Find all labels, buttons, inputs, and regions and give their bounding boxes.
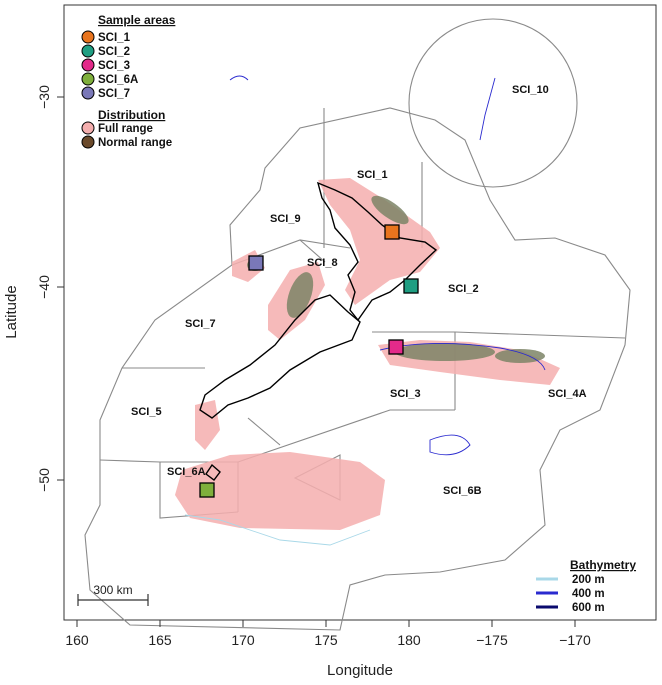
sample-marker-sci-6a <box>199 482 215 498</box>
boundary-sci-10 <box>408 18 578 188</box>
boundary-line <box>299 239 326 263</box>
plot-frame <box>63 4 657 621</box>
legend-item-label: 400 m <box>572 588 605 600</box>
y-tick-label: −50 <box>36 468 52 492</box>
sample-marker-sci-7 <box>248 255 264 271</box>
legend-title: Distribution <box>98 108 165 122</box>
area-label-sci-6b: SCI_6B <box>443 485 482 497</box>
legend-item-label: 600 m <box>572 602 605 614</box>
legend-item-label: Full range <box>98 123 153 135</box>
legend-swatch <box>81 72 95 86</box>
boundary-line <box>247 417 281 446</box>
legend-item-label: SCI_2 <box>98 46 130 58</box>
area-label-sci-1: SCI_1 <box>357 169 388 181</box>
area-labels: SCI_1 SCI_2 SCI_3 SCI_4A SCI_5 SCI_6A SC… <box>131 84 587 497</box>
sample-marker-sci-2 <box>403 278 419 294</box>
x-tick-label: −175 <box>476 632 508 648</box>
x-tick-label: 180 <box>397 632 421 648</box>
scale-bar: 300 km <box>77 583 149 606</box>
x-tick-label: 165 <box>148 632 172 648</box>
y-axis-labels: −30 −40 −50 <box>36 85 52 492</box>
legend-item-label: SCI_6A <box>98 74 138 86</box>
legend-sample-areas: Sample areas SCI_1 SCI_2 SCI_3 SCI_6A SC… <box>81 13 176 100</box>
x-tick-label: 175 <box>314 632 338 648</box>
legend-title: Sample areas <box>98 13 176 27</box>
north-island <box>316 181 438 322</box>
y-axis-title: Latitude <box>3 285 20 338</box>
legend-item-label: SCI_7 <box>98 88 130 100</box>
area-label-sci-4a: SCI_4A <box>548 388 587 400</box>
legend-bathymetry: Bathymetry 200 m 400 m 600 m <box>536 558 636 614</box>
legend-swatch <box>81 44 95 58</box>
legend-item-label: SCI_1 <box>98 32 131 44</box>
x-tick-label: 160 <box>65 632 89 648</box>
area-label-sci-5: SCI_5 <box>131 406 162 418</box>
x-tick-label: 170 <box>231 632 255 648</box>
bathymetry-contours <box>184 75 546 546</box>
y-tick-label: −30 <box>36 85 52 109</box>
sample-markers <box>199 224 419 498</box>
coastline <box>199 181 438 481</box>
legend-swatch <box>81 121 95 135</box>
legend-title: Bathymetry <box>570 558 636 572</box>
legend-item-label: 200 m <box>572 574 605 586</box>
x-axis-ticks <box>76 620 576 627</box>
legend-swatch <box>81 86 95 100</box>
area-label-sci-9: SCI_9 <box>270 213 301 225</box>
eez-boundary <box>84 107 631 631</box>
boundary-line <box>237 409 455 463</box>
area-label-sci-6a: SCI_6A <box>167 466 206 478</box>
legend-swatch <box>81 135 95 149</box>
legend-item-label: SCI_3 <box>98 60 130 72</box>
south-island <box>199 294 361 419</box>
x-axis-title: Longitude <box>327 662 393 679</box>
area-label-sci-10: SCI_10 <box>512 84 549 96</box>
x-axis-labels: 160 165 170 175 180 −175 −170 <box>65 632 591 648</box>
sample-marker-sci-1 <box>384 224 400 240</box>
area-label-sci-2: SCI_2 <box>448 283 479 295</box>
y-tick-label: −40 <box>36 275 52 299</box>
legend-swatch <box>81 30 95 44</box>
legend-item-label: Normal range <box>98 137 172 149</box>
stewart-island <box>205 463 221 481</box>
legend-distribution: Distribution Full range Normal range <box>81 108 172 149</box>
x-tick-label: −170 <box>559 632 591 648</box>
area-label-sci-7: SCI_7 <box>185 318 216 330</box>
area-label-sci-8: SCI_8 <box>307 257 338 269</box>
legend-swatch <box>81 58 95 72</box>
area-label-sci-3: SCI_3 <box>390 388 421 400</box>
y-axis-ticks <box>57 96 64 481</box>
scale-bar-label: 300 km <box>93 583 132 597</box>
sample-marker-sci-3 <box>388 339 404 355</box>
